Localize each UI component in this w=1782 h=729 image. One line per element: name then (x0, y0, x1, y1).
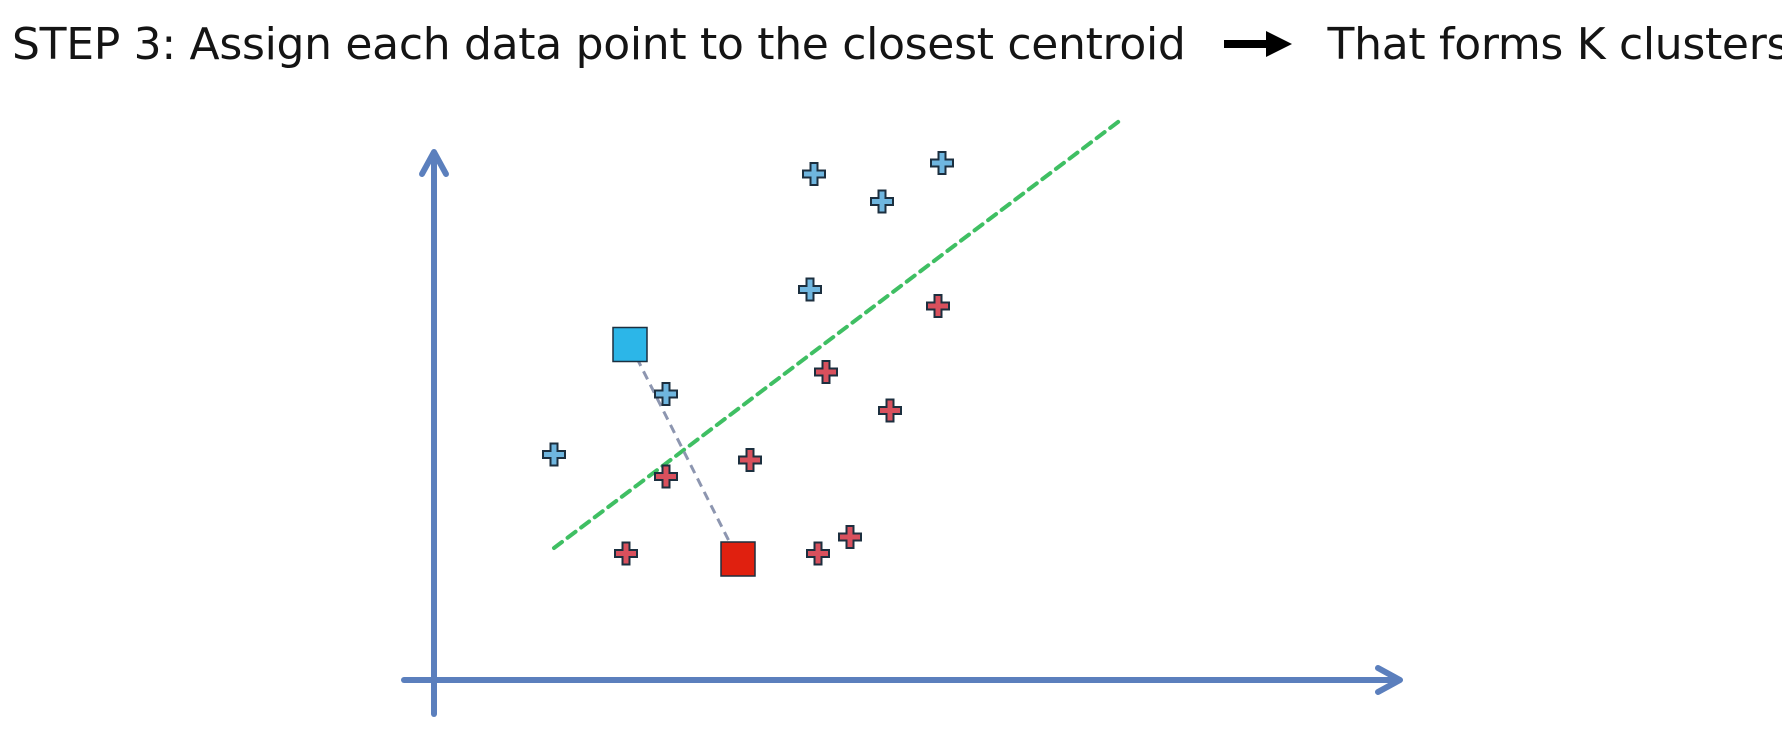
right-arrow-icon (1223, 31, 1292, 57)
cluster-1-data-point (542, 442, 566, 467)
cluster-1-centroid (612, 326, 648, 363)
cluster-1-data-point (798, 277, 822, 302)
cluster-2-centroid (720, 541, 756, 577)
cluster-separator-line (552, 117, 1124, 550)
step-text: STEP 3: Assign each data point to the cl… (12, 18, 1186, 70)
cluster-2-data-point (654, 464, 678, 489)
cluster-2-data-point (738, 448, 762, 472)
cluster-2-data-point (926, 294, 950, 318)
cluster-2-data-point (806, 541, 830, 566)
result-text: That forms K clusters (1327, 18, 1782, 70)
cluster-1-data-point (802, 162, 826, 186)
cluster-2-data-point (838, 525, 862, 549)
step-heading: STEP 3: Assign each data point to the cl… (12, 14, 1782, 74)
cluster-2-data-point (878, 398, 902, 423)
x-axis (401, 665, 1403, 695)
data-points (542, 151, 954, 566)
y-axis (419, 149, 449, 717)
cluster-1-data-point (870, 189, 894, 214)
distance-to-centroid-line (628, 343, 740, 560)
cluster-1-data-point (930, 151, 954, 175)
cluster-2-data-point (814, 360, 838, 384)
centroids (612, 326, 756, 577)
cluster-2-data-point (614, 541, 638, 566)
cluster-1-data-point (654, 382, 678, 406)
